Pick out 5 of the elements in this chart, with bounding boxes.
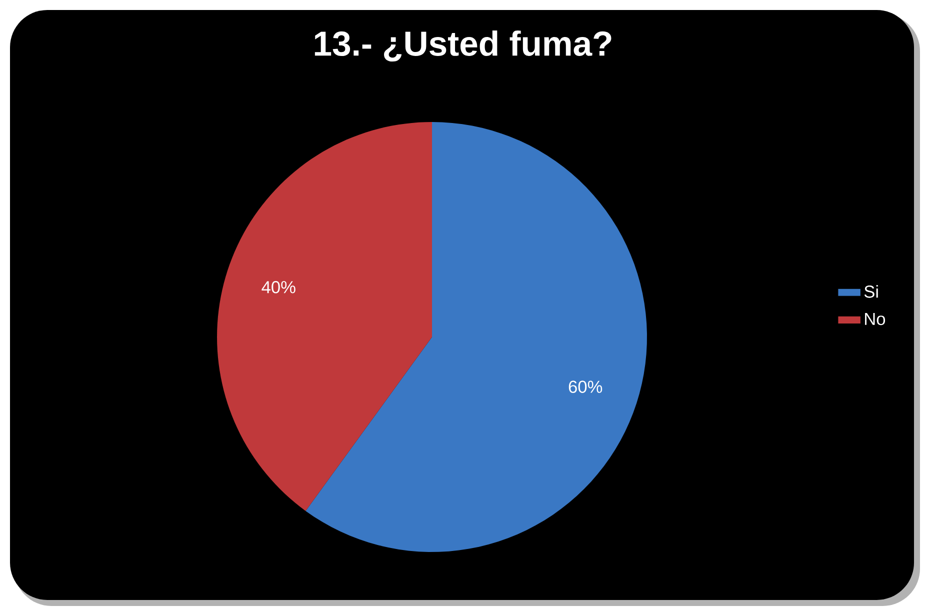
- legend-label: No: [865, 312, 886, 326]
- legend-label: Si: [864, 285, 878, 298]
- chart-title: 13.- ¿Usted fuma?: [314, 30, 612, 62]
- data-label: 60%: [568, 380, 602, 393]
- data-label: 40%: [262, 281, 296, 294]
